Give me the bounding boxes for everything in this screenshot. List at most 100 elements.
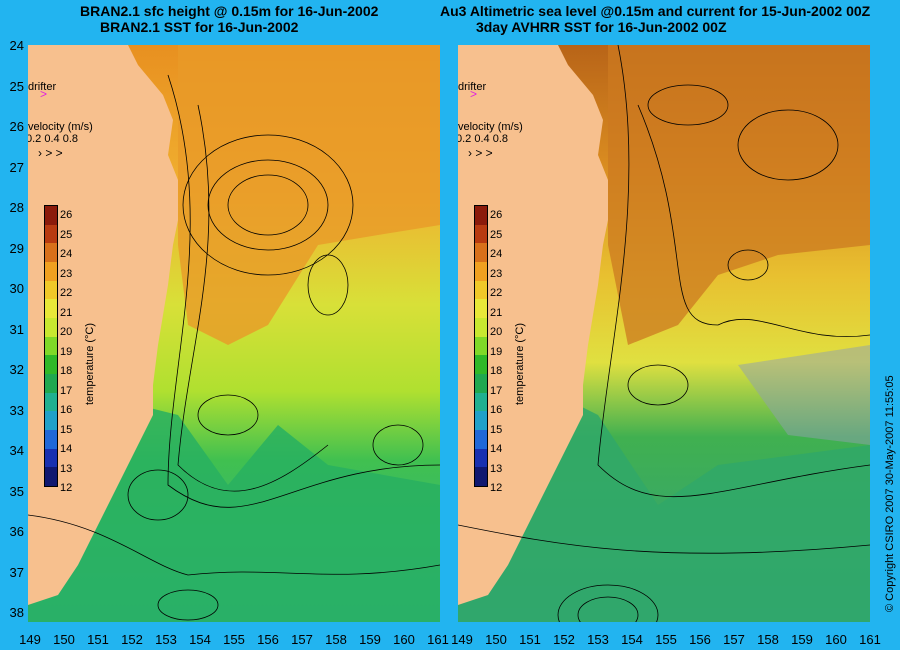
colorbar-tick-label: 18 bbox=[490, 365, 503, 377]
colorbar-tick-label: 19 bbox=[60, 345, 73, 358]
colorbar-swatch bbox=[475, 355, 487, 374]
colorbar-swatch bbox=[475, 429, 487, 449]
colorbar-tick-label: 17 bbox=[60, 384, 73, 397]
right-title-line2: 3day AVHRR SST for 16-Jun-2002 00Z bbox=[476, 19, 727, 35]
colorbar-tick-label: 13 bbox=[60, 462, 73, 475]
sea-level-contours bbox=[457, 44, 871, 646]
lon-tick-label: 149 bbox=[19, 632, 41, 647]
colorbar-swatch bbox=[45, 411, 57, 430]
velocity-label: velocity (m/s) bbox=[28, 121, 93, 133]
warm-core-eddy bbox=[178, 45, 440, 345]
velocity-scale: 0.2 0.4 0.8 bbox=[28, 133, 78, 145]
lat-tick-label: 35 bbox=[9, 483, 24, 499]
velocity-arrow-icon: › > > bbox=[468, 146, 493, 160]
lon-tick-label: 159 bbox=[359, 632, 381, 647]
drifter-label: drifter bbox=[28, 81, 56, 93]
colorbar-swatch bbox=[475, 243, 487, 262]
colorbar-tick-label: 12 bbox=[60, 482, 73, 494]
lon-tick-label: 152 bbox=[121, 632, 143, 647]
lon-tick-label: 149 bbox=[451, 632, 473, 647]
left-map-svg: drifter > velocity (m/s) 0.2 0.4 0.8 › >… bbox=[26, 45, 441, 622]
colorbar-swatch bbox=[45, 261, 57, 281]
land-mass bbox=[458, 45, 608, 605]
cool-water-region bbox=[28, 405, 440, 622]
lon-tick-label: 159 bbox=[791, 632, 813, 647]
colorbar-swatch bbox=[475, 448, 487, 468]
colorbar-tick-label: 25 bbox=[490, 228, 503, 241]
colorbar-tick-label: 14 bbox=[60, 443, 73, 455]
colorbar-tick-label: 26 bbox=[490, 209, 503, 221]
colorbar-swatch bbox=[475, 299, 487, 318]
colorbar-swatch bbox=[45, 448, 57, 468]
lat-tick-label: 37 bbox=[9, 564, 24, 580]
colorbar-tick-label: 24 bbox=[490, 248, 503, 260]
colorbar-swatch bbox=[45, 299, 57, 318]
colorbar-swatch bbox=[45, 280, 57, 300]
colorbar-swatch bbox=[475, 373, 487, 393]
colorbar-swatch bbox=[475, 411, 487, 430]
colorbar-tick-label: 14 bbox=[490, 443, 503, 455]
lat-tick-label: 34 bbox=[9, 443, 24, 458]
lat-tick-label: 32 bbox=[9, 362, 24, 377]
colorbar-swatch bbox=[475, 206, 487, 225]
colorbar-swatch bbox=[475, 392, 487, 412]
lat-tick-label: 33 bbox=[9, 402, 24, 418]
colorbar-swatch bbox=[475, 224, 487, 244]
velocity-scale: 0.2 0.4 0.8 bbox=[458, 133, 508, 145]
colorbar-swatch bbox=[45, 336, 57, 356]
colorbar-swatch bbox=[45, 355, 57, 374]
colorbar-tick-label: 24 bbox=[60, 248, 73, 260]
lon-tick-label: 155 bbox=[223, 632, 245, 647]
lat-tick-label: 26 bbox=[9, 119, 24, 134]
lon-tick-label: 153 bbox=[587, 632, 609, 647]
colorbar-tick-label: 22 bbox=[60, 287, 73, 299]
lon-tick-label: 152 bbox=[553, 632, 575, 647]
colorbar-tick-label: 15 bbox=[60, 423, 73, 436]
colorbar-tick-label: 13 bbox=[490, 462, 503, 475]
colorbar-swatch bbox=[475, 317, 487, 337]
lat-tick-label: 29 bbox=[9, 240, 24, 256]
lat-tick-label: 36 bbox=[9, 524, 24, 539]
colorbar-title: temperature (°C) bbox=[514, 322, 526, 405]
lat-tick-label: 27 bbox=[9, 159, 24, 175]
lon-tick-label: 160 bbox=[825, 632, 847, 647]
lon-tick-label: 155 bbox=[655, 632, 677, 647]
colorbar-tick-label: 26 bbox=[60, 209, 73, 221]
lon-tick-label: 154 bbox=[189, 632, 211, 647]
lon-tick-label: 158 bbox=[325, 632, 347, 647]
colorbar-tick-label: 16 bbox=[60, 404, 73, 416]
lat-tick-label: 30 bbox=[9, 281, 24, 296]
cloud-mask bbox=[738, 345, 870, 445]
colorbar-swatch bbox=[45, 224, 57, 244]
colorbar-tick-label: 21 bbox=[490, 306, 503, 319]
colorbar-swatch bbox=[475, 261, 487, 281]
velocity-arrow-icon: › > > bbox=[38, 146, 63, 160]
colorbar-tick-label: 23 bbox=[60, 267, 73, 280]
lat-tick-label: 24 bbox=[9, 38, 24, 53]
colorbar-tick-label: 15 bbox=[490, 423, 503, 436]
colorbar-tick-label: 18 bbox=[60, 365, 73, 377]
lon-tick-label: 156 bbox=[689, 632, 711, 647]
lon-tick-label: 158 bbox=[757, 632, 779, 647]
colorbar-swatch bbox=[475, 467, 487, 486]
left-map-panel[interactable]: drifter > velocity (m/s) 0.2 0.4 0.8 › >… bbox=[26, 45, 441, 622]
colorbar-tick-label: 23 bbox=[490, 267, 503, 280]
colorbar-tick-label: 12 bbox=[490, 482, 503, 494]
lon-tick-label: 150 bbox=[53, 632, 75, 647]
lon-tick-label: 157 bbox=[723, 632, 745, 647]
colorbar-tick-label: 19 bbox=[490, 345, 503, 358]
copyright-notice: © Copyright CSIRO 2007 30-May-2007 11:55… bbox=[884, 375, 896, 612]
lon-tick-label: 153 bbox=[155, 632, 177, 647]
colorbar-swatch bbox=[45, 243, 57, 262]
colorbar-swatch bbox=[475, 336, 487, 356]
right-map-panel[interactable]: drifter > velocity (m/s) 0.2 0.4 0.8 › >… bbox=[456, 44, 871, 646]
colorbar-swatch bbox=[45, 373, 57, 393]
colorbar-swatch bbox=[45, 429, 57, 449]
colorbar bbox=[474, 205, 488, 487]
lon-tick-label: 161 bbox=[427, 632, 449, 647]
lon-tick-label: 150 bbox=[485, 632, 507, 647]
colorbar-swatch bbox=[45, 467, 57, 486]
lon-tick-label: 154 bbox=[621, 632, 643, 647]
lon-tick-label: 157 bbox=[291, 632, 313, 647]
colorbar-swatch bbox=[45, 392, 57, 412]
